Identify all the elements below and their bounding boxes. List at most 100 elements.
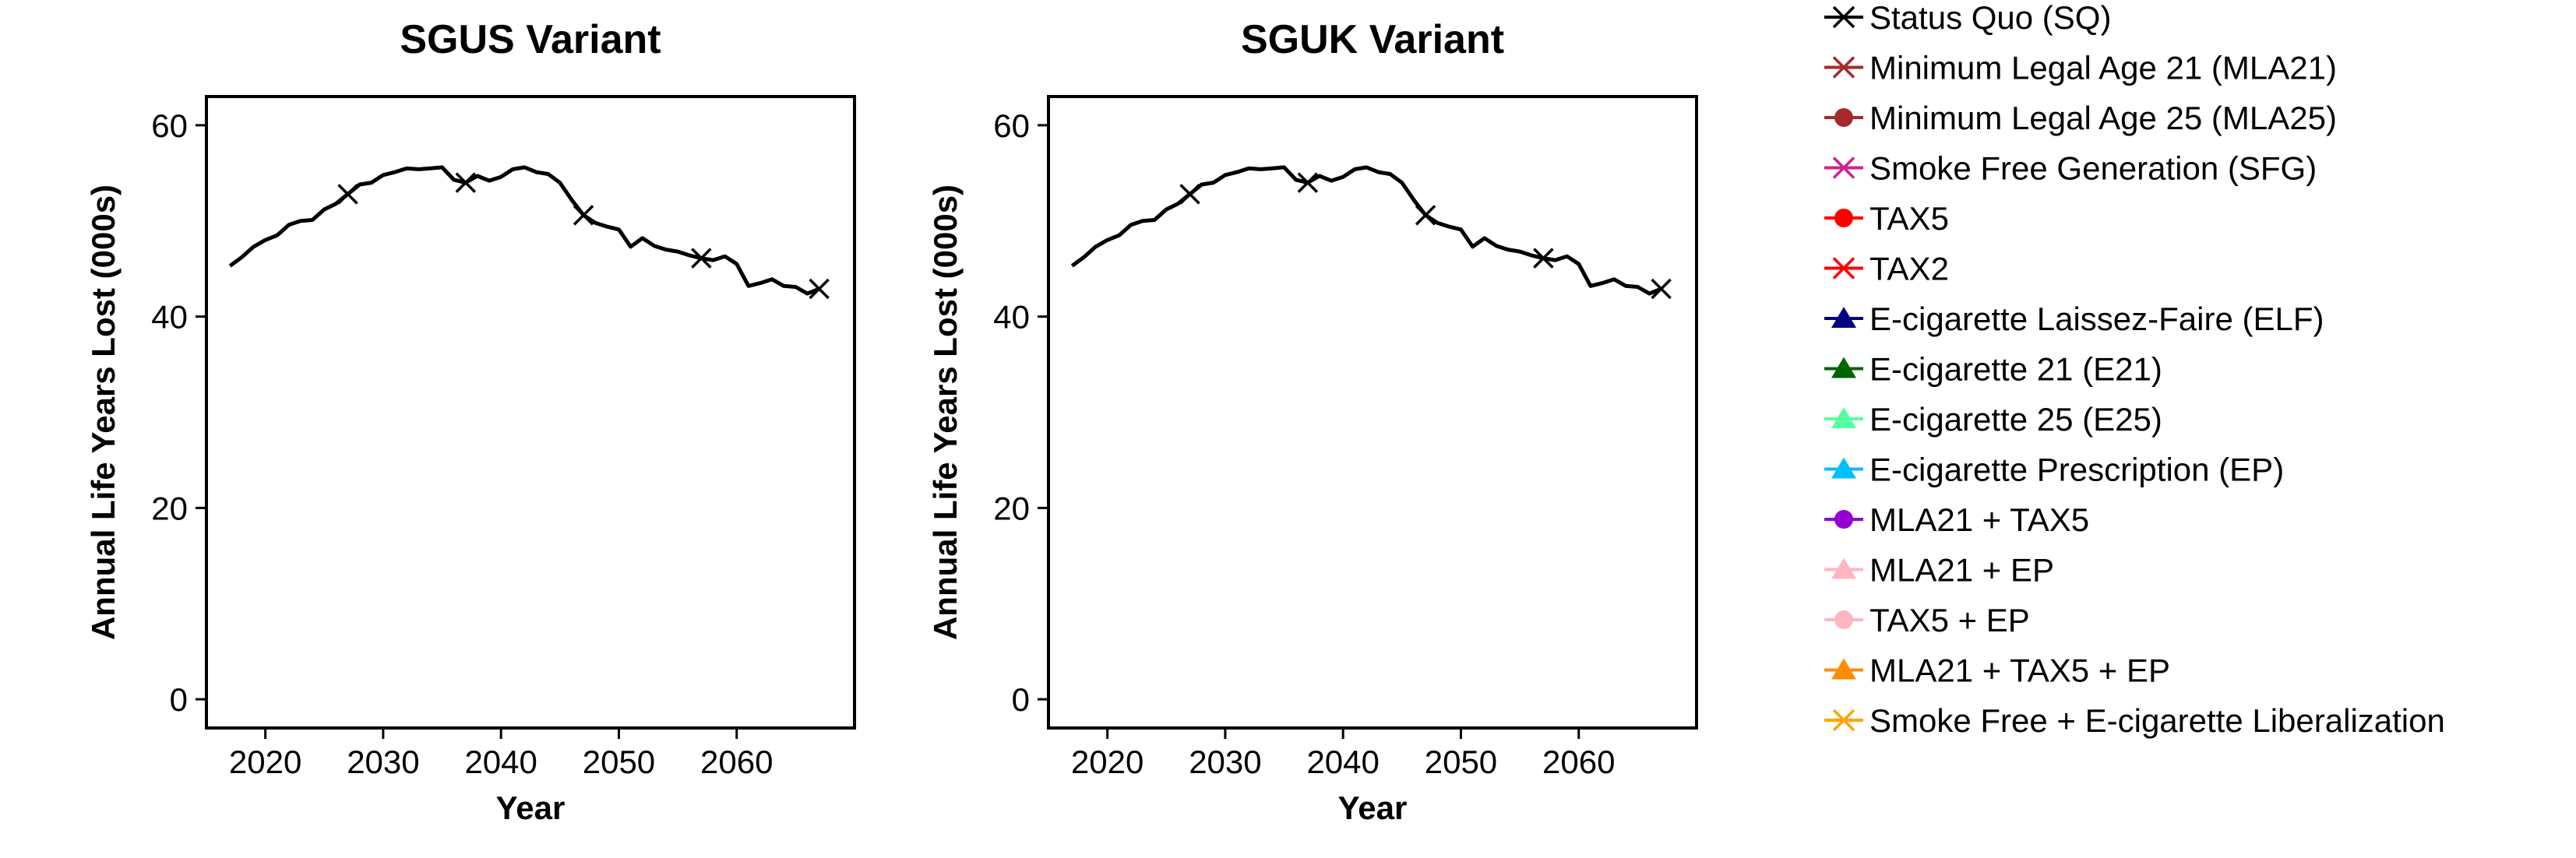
plot-frame (1047, 95, 1698, 730)
series-line (228, 165, 820, 296)
marker-stroke (1832, 56, 1855, 79)
legend-label: E-cigarette 25 (E25) (1869, 401, 2162, 438)
y-tick-label: 0 (1012, 681, 1030, 718)
legend-key-marker (1834, 209, 1853, 227)
x-tick-label: 2030 (347, 744, 419, 780)
marker-stroke (691, 248, 712, 269)
data-point (691, 248, 712, 269)
legend-item: MLA21 + TAX5 (1824, 501, 2089, 538)
data-point (455, 172, 477, 193)
y-tick-label: 40 (151, 299, 188, 336)
legend-item: MLA21 + TAX5 + EP (1824, 652, 2170, 689)
marker-stroke (1832, 257, 1855, 280)
legend-label: TAX5 + EP (1869, 602, 2030, 638)
x-axis-label: Year (496, 789, 566, 826)
marker-stroke (1297, 172, 1319, 193)
x-tick-label: 2050 (583, 744, 655, 780)
legend-item: E-cigarette 25 (E25) (1824, 401, 2162, 438)
legend-key-marker (1832, 56, 1855, 79)
legend-item: Minimum Legal Age 21 (MLA21) (1824, 50, 2337, 86)
y-axis-label: Annual Life Years Lost (000s) (927, 185, 964, 640)
y-tick-label: 60 (151, 107, 188, 144)
x-tick-label: 2060 (1542, 744, 1615, 780)
marker-stroke (1179, 184, 1200, 205)
legend: Status Quo (SQ) Minimum Legal Age 21 (MLA… (1824, 0, 2445, 739)
data-point (1179, 184, 1200, 205)
legend-key-marker (1832, 156, 1855, 179)
data-point (1533, 248, 1554, 269)
legend-item: TAX2 (1824, 251, 1949, 287)
chart-title: SGUS Variant (400, 17, 661, 62)
marker-stroke (1533, 248, 1554, 269)
legend-item: Smoke Free Generation (SFG) (1824, 150, 2317, 187)
legend-label: Minimum Legal Age 25 (MLA25) (1869, 100, 2337, 136)
legend-item: Minimum Legal Age 25 (MLA25) (1824, 100, 2337, 136)
legend-key-marker (1834, 510, 1853, 529)
plot-frame (205, 95, 856, 730)
legend-key-marker (1832, 257, 1855, 280)
legend-key-marker (1831, 457, 1856, 479)
legend-key-marker (1832, 709, 1855, 732)
series-status-quo (1070, 165, 1672, 300)
legend-item: Smoke Free + E-cigarette Liberalization (1824, 702, 2445, 739)
legend-key-marker (1831, 407, 1856, 428)
legend-item: TAX5 (1824, 200, 1949, 237)
legend-key-marker (1831, 658, 1856, 680)
marker-stroke (1651, 278, 1672, 300)
legend-item: MLA21 + EP (1824, 552, 2054, 589)
data-point (337, 184, 358, 205)
data-point (573, 205, 594, 226)
data-point (809, 278, 830, 300)
series-status-quo (228, 165, 830, 300)
data-point (1651, 278, 1672, 300)
y-tick-label: 20 (151, 490, 188, 526)
x-tick-label: 2040 (1306, 744, 1379, 780)
legend-item: E-cigarette 21 (E21) (1824, 351, 2162, 388)
marker-stroke (809, 278, 830, 300)
series-line (1070, 165, 1662, 296)
legend-label: MLA21 + TAX5 (1869, 501, 2089, 538)
legend-label: MLA21 + EP (1869, 552, 2054, 589)
marker-stroke (1832, 156, 1855, 179)
legend-label: E-cigarette 21 (E21) (1869, 351, 2162, 388)
marker-stroke (455, 172, 477, 193)
x-tick-label: 2020 (229, 744, 301, 780)
x-tick-label: 2060 (700, 744, 773, 780)
data-point (1415, 205, 1436, 226)
marker-stroke (337, 184, 358, 205)
legend-label: Smoke Free Generation (SFG) (1869, 150, 2317, 187)
legend-label: MLA21 + TAX5 + EP (1869, 652, 2170, 689)
legend-key-marker (1832, 5, 1855, 29)
legend-label: TAX5 (1869, 200, 1949, 237)
marker-stroke (573, 205, 594, 226)
legend-key-marker (1834, 108, 1853, 127)
legend-label: Smoke Free + E-cigarette Liberalization (1869, 702, 2445, 739)
legend-label: E-cigarette Prescription (EP) (1869, 452, 2284, 488)
x-tick-label: 2050 (1425, 744, 1497, 780)
legend-label: Minimum Legal Age 21 (MLA21) (1869, 50, 2337, 86)
y-tick-label: 40 (993, 299, 1030, 336)
y-tick-label: 60 (993, 107, 1030, 144)
y-tick-label: 20 (993, 490, 1030, 526)
legend-item: Status Quo (SQ) (1824, 0, 2111, 36)
marker-stroke (1415, 205, 1436, 226)
legend-key-marker (1831, 307, 1856, 328)
legend-item: TAX5 + EP (1824, 602, 2030, 638)
legend-item: E-cigarette Prescription (EP) (1824, 452, 2284, 488)
marker-stroke (1832, 709, 1855, 732)
legend-label: E-cigarette Laissez-Faire (ELF) (1869, 301, 2324, 337)
y-tick-label: 0 (170, 681, 188, 718)
legend-key-marker (1831, 357, 1856, 378)
legend-key-marker (1831, 557, 1856, 579)
x-tick-label: 2030 (1189, 744, 1261, 780)
data-point (1297, 172, 1319, 193)
legend-item: E-cigarette Laissez-Faire (ELF) (1824, 301, 2324, 337)
marker-stroke (1832, 5, 1855, 29)
x-axis-label: Year (1338, 789, 1408, 826)
y-axis-label: Annual Life Years Lost (000s) (85, 185, 122, 640)
chart-title: SGUK Variant (1241, 17, 1504, 62)
